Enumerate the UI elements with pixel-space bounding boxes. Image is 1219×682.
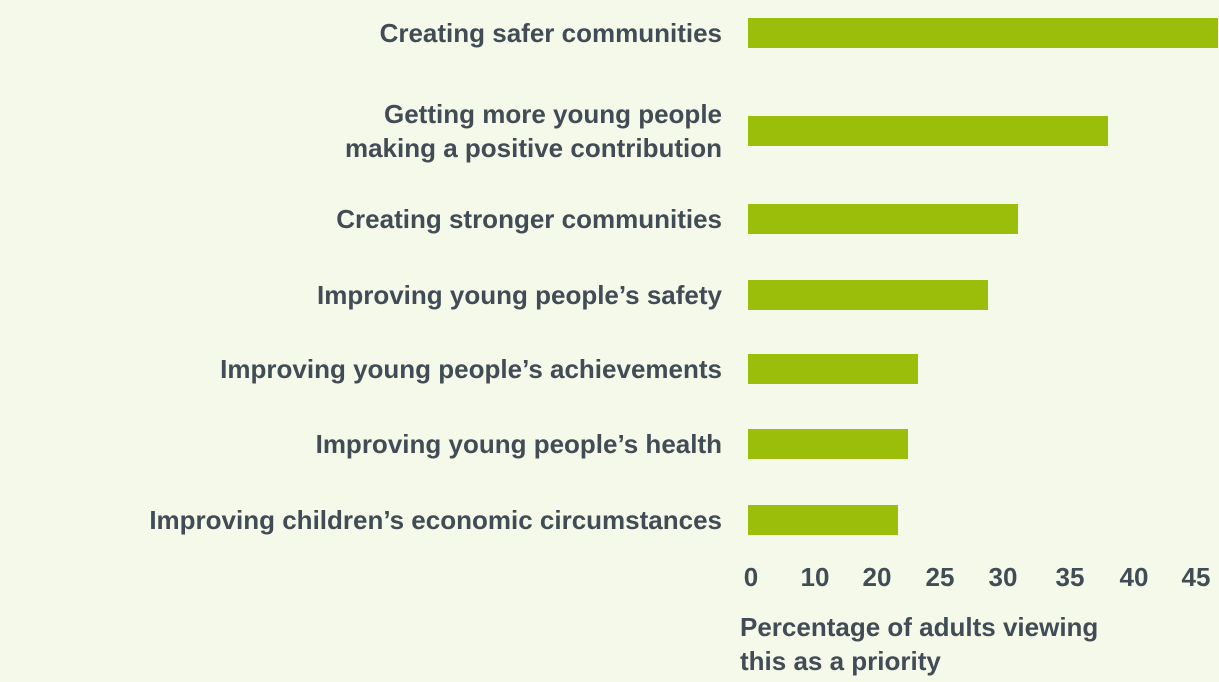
category-label-2: Creating stronger communities <box>336 204 722 234</box>
category-label-0: Creating safer communities <box>379 18 722 48</box>
x-tick-45: 45 <box>1181 562 1211 592</box>
x-tick-20: 20 <box>862 562 892 592</box>
x-tick-35: 35 <box>1055 562 1085 592</box>
bar-0 <box>748 18 1218 48</box>
category-label-3: Improving young people’s safety <box>317 280 722 310</box>
x-tick-25: 25 <box>925 562 955 592</box>
x-tick-40: 40 <box>1119 562 1149 592</box>
x-tick-10: 10 <box>800 562 830 592</box>
category-label-5: Improving young people’s health <box>315 429 722 459</box>
x-tick-30: 30 <box>988 562 1018 592</box>
bar-2 <box>748 204 1018 234</box>
x-axis-label: Percentage of adults viewing this as a p… <box>740 612 1099 676</box>
bar-1 <box>748 116 1108 146</box>
x-tick-0: 0 <box>743 562 759 592</box>
category-label-4: Improving young people’s achievements <box>220 354 722 384</box>
bar-3 <box>748 280 988 310</box>
bar-4 <box>748 354 918 384</box>
bar-5 <box>748 429 908 459</box>
bar-6 <box>748 505 898 535</box>
category-label-6: Improving children’s economic circumstan… <box>149 505 722 535</box>
category-label-1: Getting more young people making a posit… <box>344 99 722 163</box>
